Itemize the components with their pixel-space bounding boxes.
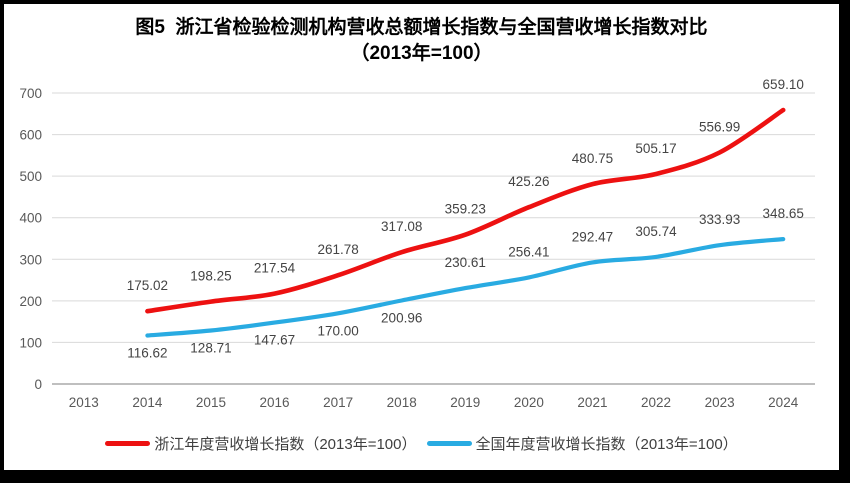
y-tick-label: 700 [19, 86, 42, 101]
data-label-series0: 556.99 [699, 119, 740, 134]
x-tick-label: 2017 [323, 395, 353, 410]
x-tick-label: 2018 [387, 395, 417, 410]
y-tick-label: 500 [19, 169, 42, 184]
data-label-series1: 200.96 [381, 310, 422, 325]
legend-label-zhejiang: 浙江年度营收增长指数（2013年=100） [154, 436, 417, 453]
data-label-series1: 170.00 [317, 323, 358, 338]
data-label-series1: 147.67 [254, 333, 295, 348]
x-tick-label: 2016 [260, 395, 290, 410]
legend-item-zhejiang: 浙江年度营收增长指数（2013年=100） [105, 433, 417, 454]
x-tick-label: 2021 [577, 395, 607, 410]
data-label-series1: 305.74 [635, 224, 677, 239]
data-label-series0: 175.02 [127, 278, 168, 293]
data-label-series1: 256.41 [508, 244, 549, 259]
legend-swatch-national-icon [426, 441, 472, 446]
data-label-series1: 128.71 [190, 340, 231, 355]
data-label-series0: 425.26 [508, 174, 549, 189]
chart-title: 图5 浙江省检验检测机构营收总额增长指数与全国营收增长指数对比 （2013年=1… [4, 15, 839, 67]
data-label-series0: 505.17 [635, 141, 676, 156]
chart-title-line1: 图5 浙江省检验检测机构营收总额增长指数与全国营收增长指数对比 [135, 17, 708, 38]
x-tick-label: 2023 [705, 395, 735, 410]
data-label-series0: 480.75 [572, 151, 613, 166]
legend-item-national: 全国年度营收增长指数（2013年=100） [426, 433, 738, 454]
data-label-series1: 116.62 [127, 346, 167, 361]
chart-legend: 浙江年度营收增长指数（2013年=100） 全国年度营收增长指数（2013年=1… [4, 433, 839, 454]
y-tick-label: 0 [34, 377, 42, 392]
y-tick-label: 400 [19, 211, 42, 226]
chart-title-line2: （2013年=100） [350, 43, 493, 64]
x-tick-label: 2022 [641, 395, 671, 410]
y-tick-label: 100 [19, 335, 42, 350]
x-tick-label: 2013 [69, 395, 99, 410]
data-label-series0: 659.10 [763, 77, 804, 92]
x-tick-label: 2015 [196, 395, 226, 410]
x-tick-label: 2019 [450, 395, 480, 410]
x-tick-label: 2024 [768, 395, 799, 410]
line-chart: 0 100 200 300 400 500 600 700 2013 2014 2015 2016 20… [19, 77, 815, 410]
y-tick-label: 300 [19, 252, 42, 267]
data-label-series1: 348.65 [763, 206, 804, 221]
data-label-series1: 230.61 [445, 255, 486, 270]
data-label-series0: 359.23 [445, 202, 486, 217]
x-tick-label: 2014 [132, 395, 163, 410]
data-label-series1: 292.47 [572, 229, 613, 244]
data-label-series0: 317.08 [381, 219, 422, 234]
series-line-0 [145, 107, 786, 314]
legend-label-national: 全国年度营收增长指数（2013年=100） [475, 436, 738, 453]
data-label-series1: 333.93 [699, 212, 740, 227]
data-label-series0: 217.54 [254, 261, 296, 276]
data-label-series0: 198.25 [190, 269, 231, 284]
y-tick-label: 200 [19, 294, 42, 309]
x-tick-label: 2020 [514, 395, 544, 410]
y-tick-label: 600 [19, 128, 42, 143]
series-line-1 [145, 237, 786, 338]
legend-swatch-zhejiang-icon [105, 441, 151, 446]
data-label-series0: 261.78 [317, 242, 358, 257]
